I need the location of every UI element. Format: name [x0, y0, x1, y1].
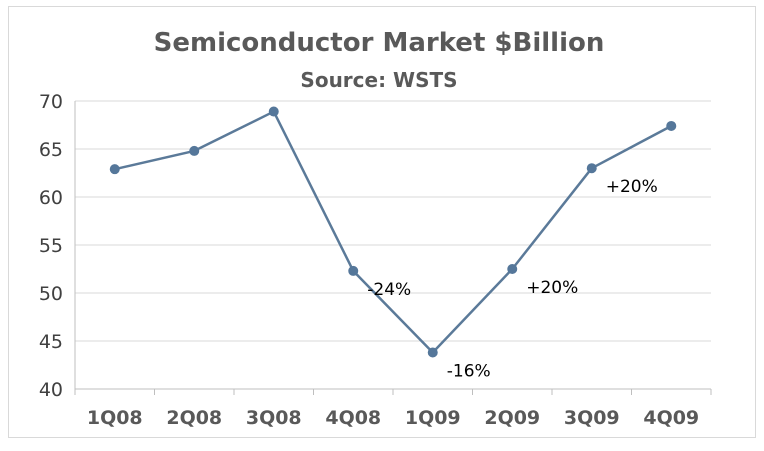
annotation-label: -16% — [447, 362, 491, 382]
data-point — [586, 163, 597, 174]
data-point — [427, 347, 438, 358]
x-tick-label: 4Q08 — [325, 407, 381, 429]
x-tick-label: 4Q09 — [643, 407, 699, 429]
y-tick-label: 65 — [39, 139, 63, 161]
chart-frame: Semiconductor Market $Billion Source: WS… — [8, 6, 756, 438]
data-point — [189, 145, 200, 156]
x-tick-label: 2Q09 — [484, 407, 540, 429]
series-line — [114, 110, 672, 354]
x-tick-labels: 1Q08 2Q08 3Q08 4Q08 1Q09 2Q09 3Q09 4Q09 — [87, 407, 699, 429]
y-tick-label: 45 — [39, 331, 63, 353]
x-tick-label: 1Q08 — [87, 407, 143, 429]
annotation-label: +20% — [526, 278, 578, 298]
annotations: -24% -16% +20% +20% — [367, 177, 658, 381]
x-tick-label: 2Q08 — [166, 407, 222, 429]
y-tick-label: 60 — [39, 187, 63, 209]
axes — [74, 101, 712, 395]
data-point — [507, 264, 518, 274]
series-layer — [114, 110, 672, 354]
data-point — [268, 106, 279, 117]
y-tick-label: 55 — [39, 235, 63, 257]
gridlines — [75, 100, 711, 342]
data-point — [666, 120, 677, 131]
annotation-label: -24% — [367, 280, 411, 300]
y-tick-labels: 40 45 50 55 60 65 70 — [39, 91, 63, 401]
y-tick-label: 70 — [39, 91, 63, 113]
chart-title: Semiconductor Market $Billion — [154, 28, 605, 58]
y-tick-label: 40 — [39, 379, 63, 401]
chart-subtitle: Source: WSTS — [300, 68, 457, 92]
x-tick-label: 3Q08 — [246, 407, 302, 429]
annotation-label: +20% — [606, 177, 658, 197]
data-point — [348, 265, 359, 276]
markers — [109, 106, 677, 358]
x-tick-label: 1Q09 — [405, 407, 461, 429]
x-tick-label: 3Q09 — [564, 407, 620, 429]
y-tick-label: 50 — [39, 283, 63, 305]
line-chart: Semiconductor Market $Billion Source: WS… — [39, 28, 712, 429]
data-point — [109, 164, 120, 175]
